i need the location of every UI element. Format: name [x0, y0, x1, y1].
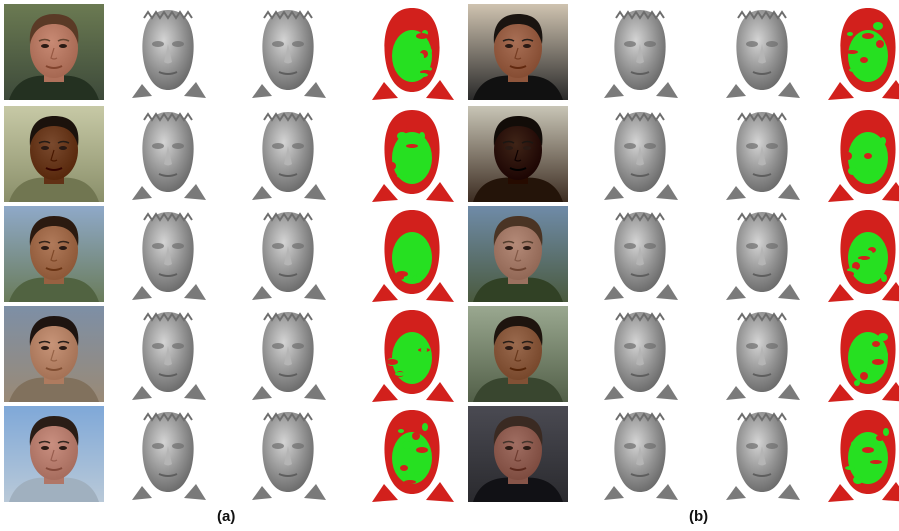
face-scan-mesh	[590, 306, 690, 402]
face-scan-mesh	[238, 306, 338, 402]
face-error-overlay	[362, 306, 462, 402]
face-error-overlay	[818, 4, 899, 100]
face-error-overlay	[818, 306, 899, 402]
face-photo	[4, 306, 104, 402]
face-scan-mesh	[118, 4, 218, 100]
panel-label-a: (a)	[217, 508, 236, 525]
face-scan-mesh	[238, 406, 338, 502]
face-scan-mesh	[590, 4, 690, 100]
face-error-overlay	[818, 206, 899, 302]
face-scan-mesh	[118, 306, 218, 402]
face-error-overlay	[362, 4, 462, 100]
face-scan-mesh	[712, 106, 812, 202]
face-scan-mesh	[712, 206, 812, 302]
face-scan-mesh	[238, 4, 338, 100]
face-photo	[4, 4, 104, 100]
face-photo	[4, 106, 104, 202]
face-error-overlay	[362, 406, 462, 502]
face-photo	[468, 4, 568, 100]
face-scan-mesh	[118, 206, 218, 302]
face-scan-mesh	[118, 106, 218, 202]
face-photo	[468, 106, 568, 202]
face-photo	[468, 306, 568, 402]
face-scan-mesh	[118, 406, 218, 502]
face-scan-mesh	[238, 206, 338, 302]
face-scan-mesh	[590, 406, 690, 502]
face-error-overlay	[818, 406, 899, 502]
face-scan-mesh	[590, 106, 690, 202]
face-scan-mesh	[712, 4, 812, 100]
face-photo	[468, 206, 568, 302]
panel-label-b: (b)	[689, 508, 709, 525]
face-photo	[4, 206, 104, 302]
face-scan-mesh	[712, 406, 812, 502]
face-error-overlay	[362, 106, 462, 202]
face-error-overlay	[362, 206, 462, 302]
face-error-overlay	[818, 106, 899, 202]
face-photo	[4, 406, 104, 502]
face-scan-mesh	[238, 106, 338, 202]
face-photo	[468, 406, 568, 502]
face-scan-mesh	[712, 306, 812, 402]
face-scan-mesh	[590, 206, 690, 302]
